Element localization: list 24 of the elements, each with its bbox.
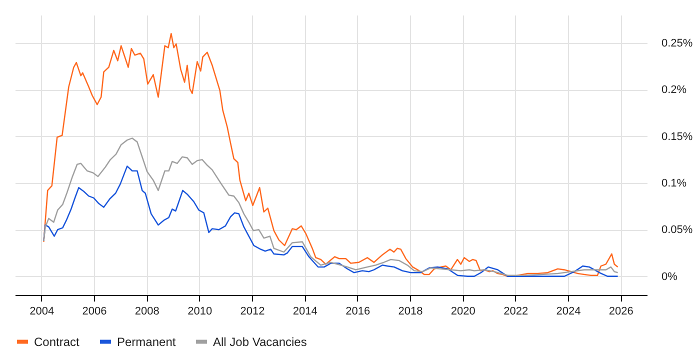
legend-label: Contract	[34, 334, 80, 349]
x-tick-label: 2018	[398, 306, 423, 318]
line-series	[43, 166, 618, 277]
legend-label: Permanent	[117, 334, 176, 349]
legend-label: All Job Vacancies	[213, 334, 307, 349]
x-tick-label: 2012	[240, 306, 265, 318]
x-tick-label: 2024	[556, 306, 581, 318]
x-tick-label: 2008	[134, 306, 160, 318]
x-tick-label: 2014	[292, 306, 318, 318]
x-tick-label: 2026	[608, 306, 634, 318]
y-tick-label: 0.15%	[662, 130, 693, 143]
x-tick-label: 2010	[188, 306, 212, 318]
line-series	[43, 138, 618, 276]
y-tick-label: 0.05%	[662, 224, 693, 236]
y-tick-label: 0%	[662, 270, 678, 283]
x-tick-label: 2006	[82, 306, 107, 318]
x-tick-label: 2004	[30, 306, 54, 318]
x-tick-label: 2016	[346, 306, 370, 318]
y-tick-label: 0.2%	[662, 84, 687, 96]
x-tick-label: 2020	[450, 306, 476, 318]
y-tick-label: 0.1%	[662, 178, 687, 190]
x-tick-label: 2022	[504, 306, 528, 318]
line-series	[43, 33, 618, 277]
y-tick-label: 0.25%	[662, 38, 693, 50]
